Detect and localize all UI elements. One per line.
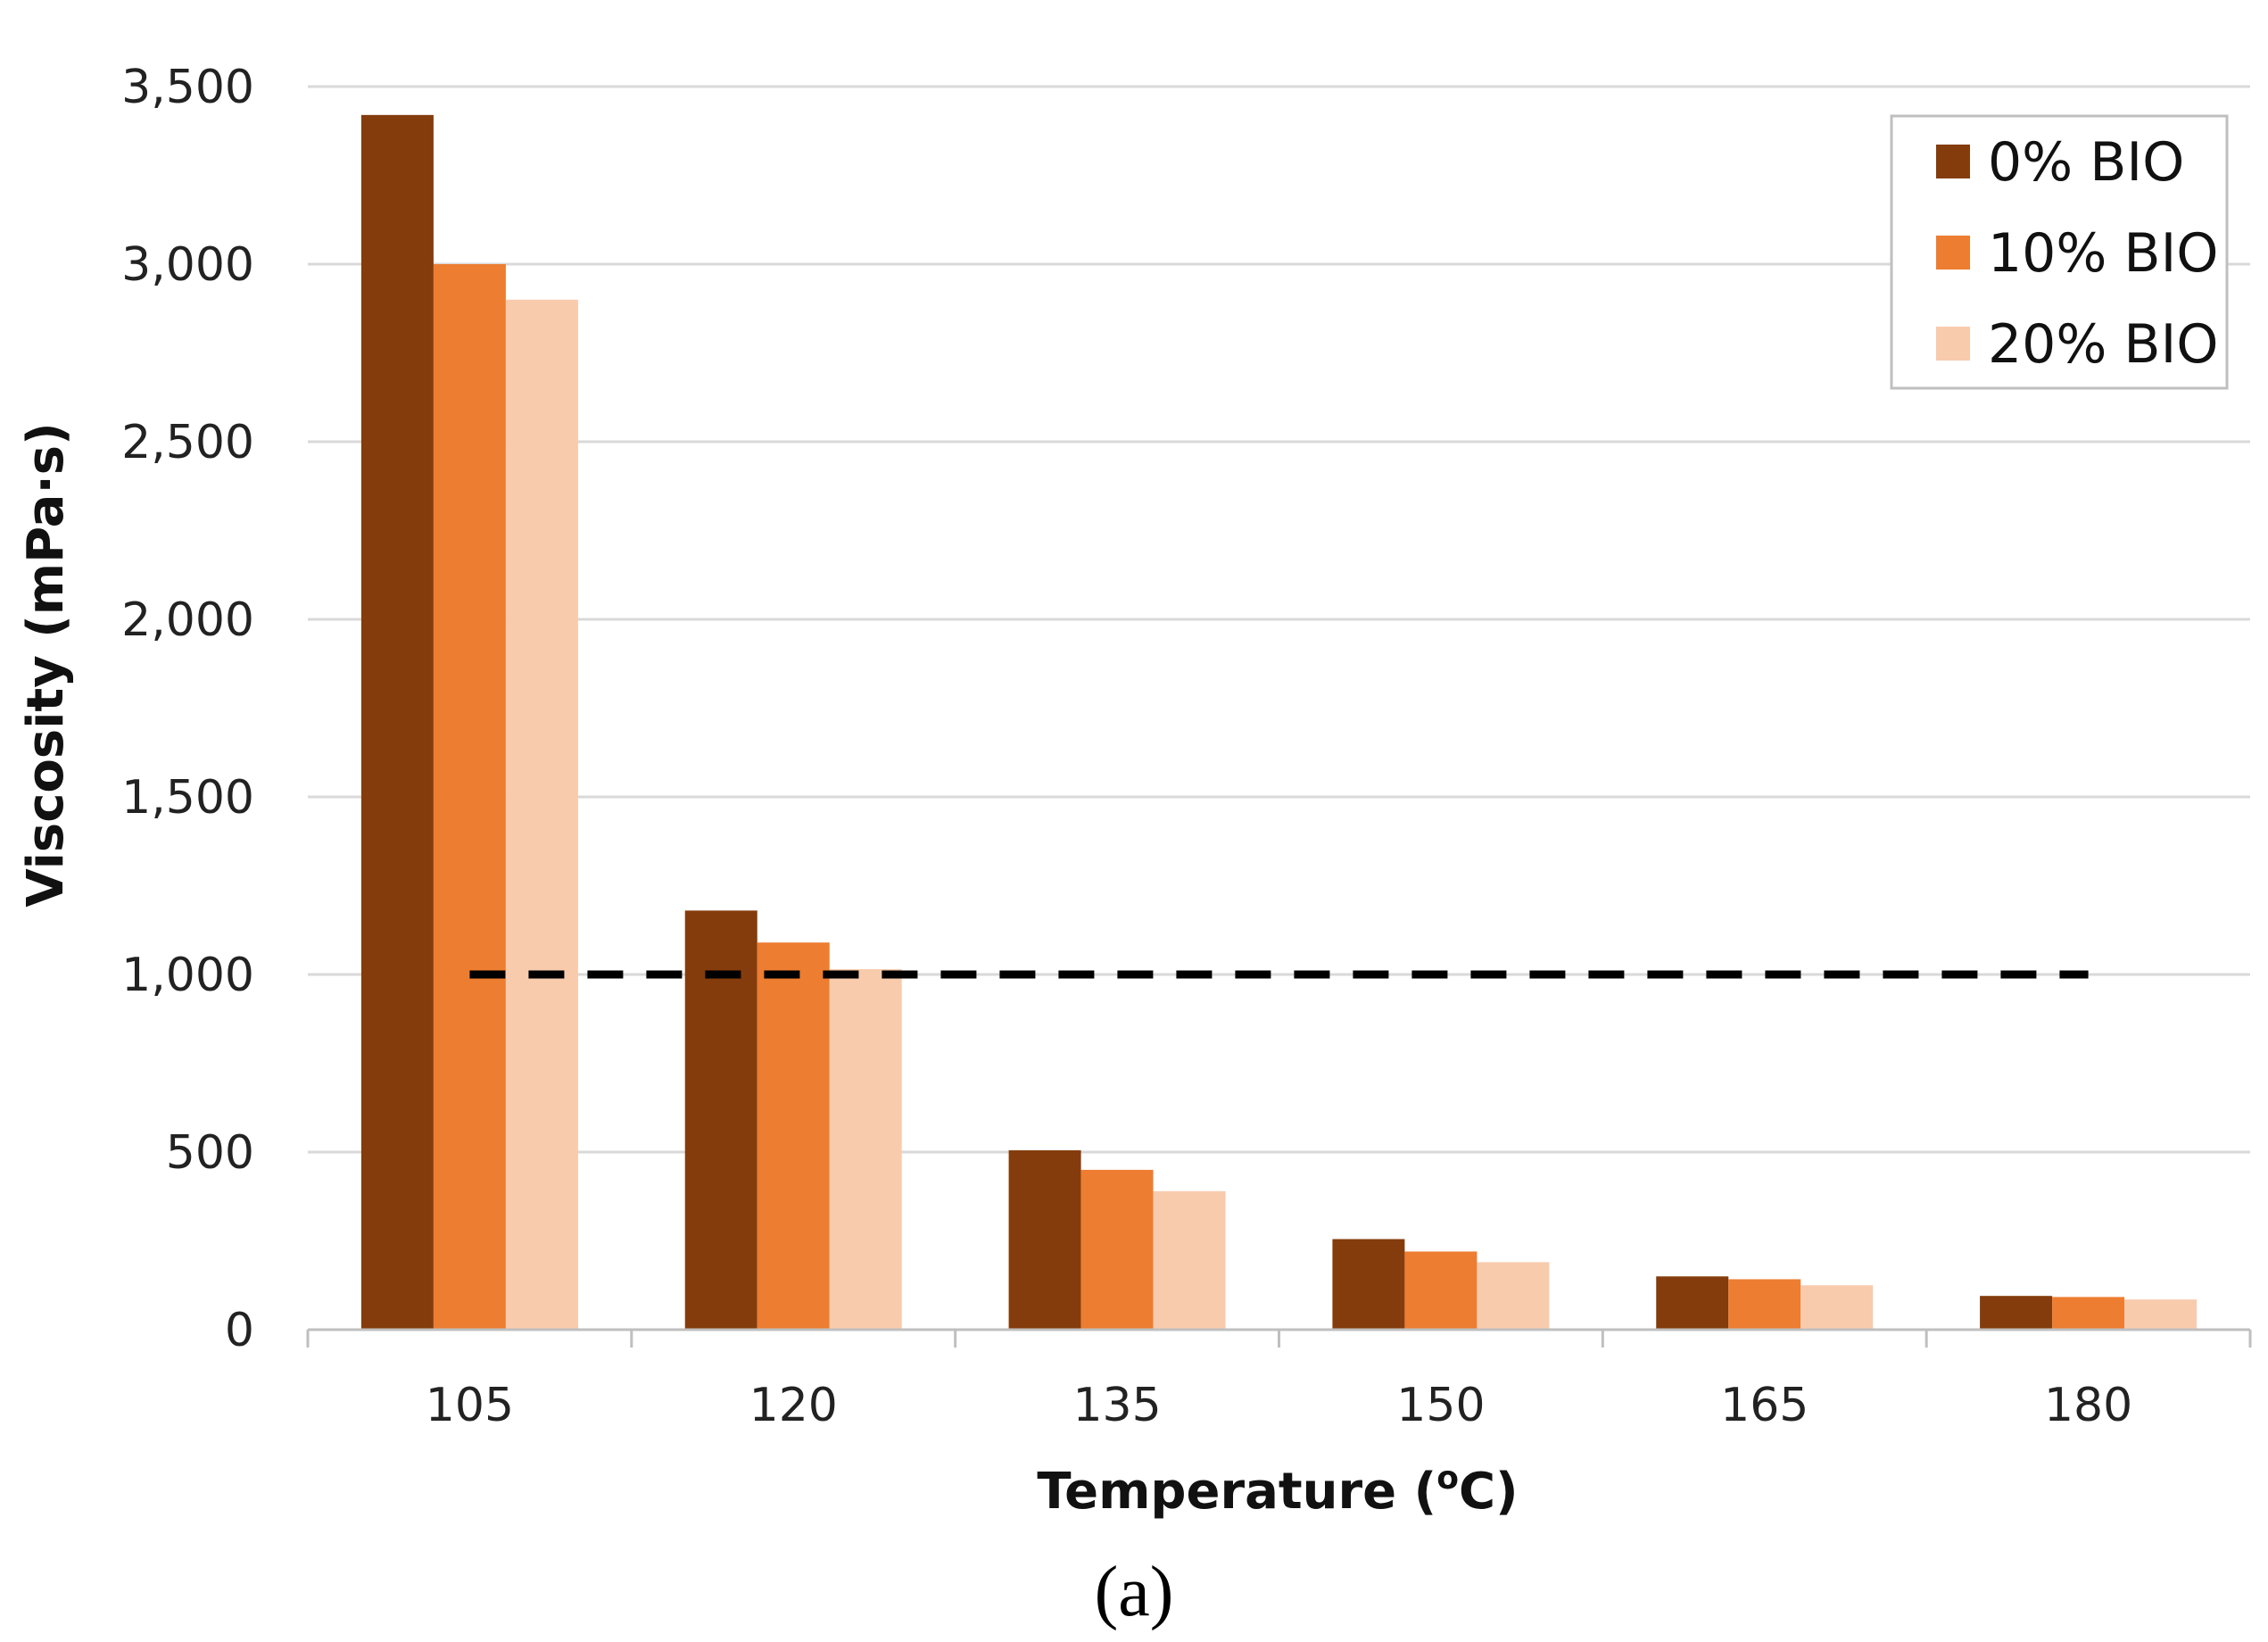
- y-axis-title: Viscosity (mPa·s): [17, 422, 75, 907]
- x-tick-label: 120: [749, 1379, 838, 1432]
- x-tick-label: 180: [2044, 1379, 2132, 1432]
- bar: [2124, 1299, 2198, 1330]
- y-tick-label: 1,500: [121, 771, 254, 825]
- bar: [684, 910, 757, 1330]
- bar: [1332, 1239, 1405, 1330]
- y-tick-label: 500: [166, 1126, 254, 1180]
- legend-swatch: [1936, 236, 1970, 270]
- y-tick-labels: 0 500 1,000 1,500 2,000 2,500 3,000 3,500: [121, 61, 254, 1357]
- legend-swatch: [1936, 327, 1970, 361]
- y-tick-label: 2,500: [121, 416, 254, 469]
- x-axis-title-suffix: C): [1459, 1463, 1519, 1521]
- bar: [1404, 1251, 1478, 1330]
- x-axis-title: Temperature (oC): [1037, 1460, 1518, 1521]
- bar: [1728, 1279, 1801, 1330]
- bar: [2052, 1297, 2125, 1330]
- x-tick-label: 165: [1720, 1379, 1809, 1432]
- legend-swatch: [1936, 145, 1970, 178]
- y-tick-label: 3,500: [121, 61, 254, 114]
- legend-label: 20% BIO: [1988, 313, 2219, 376]
- bars: [360, 114, 2198, 1331]
- bar: [1008, 1150, 1081, 1330]
- bar: [433, 264, 506, 1330]
- x-tick-labels: 105 120 135 150 165 180: [426, 1379, 2132, 1432]
- x-axis-title-superscript: o: [1436, 1460, 1459, 1497]
- x-tick-label: 105: [426, 1379, 514, 1432]
- legend: 0% BIO 10% BIO 20% BIO: [1890, 114, 2229, 390]
- bar: [1980, 1296, 2053, 1330]
- bar: [505, 299, 578, 1330]
- y-tick-label: 2,000: [121, 593, 254, 647]
- x-tick-label: 150: [1396, 1379, 1485, 1432]
- x-axis-title-main: Temperature (: [1037, 1463, 1436, 1521]
- y-tick-label: 0: [225, 1304, 254, 1357]
- gridlines: [308, 85, 2250, 1154]
- x-tick-label: 135: [1072, 1379, 1161, 1432]
- y-tick-label: 3,000: [121, 238, 254, 292]
- axes: [306, 1328, 2252, 1348]
- y-tick-label: 1,000: [121, 949, 254, 1002]
- bar: [1800, 1285, 1874, 1330]
- panel-label: (a): [1095, 1553, 1174, 1631]
- legend-label: 10% BIO: [1988, 222, 2219, 285]
- bar: [757, 942, 830, 1330]
- bar: [1477, 1262, 1550, 1330]
- bar: [360, 114, 434, 1331]
- bar: [829, 969, 902, 1330]
- bar: [1080, 1169, 1154, 1330]
- legend-label: 0% BIO: [1988, 131, 2184, 194]
- bar: [1153, 1190, 1226, 1330]
- bar: [1656, 1276, 1729, 1330]
